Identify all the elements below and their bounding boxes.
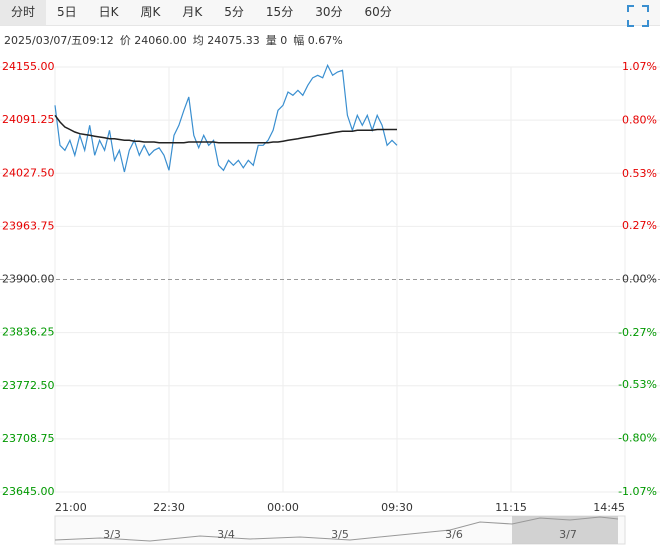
- info-item: 量 0: [265, 34, 288, 47]
- average-line: [54, 114, 397, 144]
- info-item: 幅 0.67%: [293, 34, 343, 47]
- y-tick-label: 23900.00: [2, 273, 55, 286]
- y-tick-label: 24027.50: [2, 166, 55, 179]
- tab[interactable]: 30分: [315, 5, 343, 19]
- y-tick-label: 24091.25: [2, 113, 55, 126]
- y-tick-label: 23645.00: [2, 485, 55, 498]
- y-tick-label: 23963.75: [2, 219, 55, 232]
- navigator-line: [54, 516, 619, 542]
- price-line: [54, 63, 398, 173]
- y2-tick-label: -0.27%: [618, 326, 657, 339]
- navigator-label: 3/3: [103, 528, 121, 541]
- tab[interactable]: 分时: [0, 0, 47, 25]
- x-tick-label: 00:00: [267, 501, 299, 514]
- y-tick-label: 23772.50: [2, 379, 55, 392]
- info-item: 2025/03/07/五09:12: [4, 34, 114, 47]
- y-tick-label: 23836.25: [2, 326, 55, 339]
- y-tick-label: 23708.75: [2, 432, 55, 445]
- x-tick-label: 11:15: [495, 501, 527, 514]
- y-tick-label: 24155.00: [2, 60, 55, 73]
- y2-tick-label: 1.07%: [622, 60, 657, 73]
- tab[interactable]: 日K: [98, 5, 119, 19]
- y2-tick-label: -0.80%: [618, 431, 657, 444]
- y2-tick-label: 0.53%: [622, 167, 657, 180]
- tab[interactable]: 5分: [224, 5, 244, 19]
- y2-tick-label: -0.53%: [618, 378, 657, 391]
- tab[interactable]: 15分: [265, 5, 294, 19]
- tab[interactable]: 月K: [182, 5, 203, 19]
- tab[interactable]: 5日: [57, 5, 77, 19]
- y2-tick-label: 0.27%: [622, 219, 657, 232]
- x-tick-label: 14:45: [593, 501, 625, 514]
- info-item: 均 24075.33: [192, 34, 260, 47]
- y2-tick-label: 0.80%: [622, 114, 657, 127]
- x-tick-label: 21:00: [55, 501, 87, 514]
- expand-icon[interactable]: [627, 5, 649, 27]
- tab[interactable]: 60分: [364, 5, 392, 19]
- tab[interactable]: 周K: [140, 5, 161, 19]
- y2-tick-label: 0.00%: [622, 273, 657, 286]
- x-tick-label: 22:30: [153, 501, 185, 514]
- info-bar: 2025/03/07/五09:12 价 24060.00 均 24075.33 量 0…: [4, 32, 349, 48]
- y2-tick-label: -1.07%: [618, 485, 657, 498]
- tab-bar: 分时 5日 日K 周K 月K 5分 15分 30分 60分: [0, 0, 660, 26]
- navigator-label: 3/7: [559, 528, 577, 541]
- navigator-label: 3/4: [217, 528, 235, 541]
- x-tick-label: 09:30: [381, 501, 413, 514]
- navigator-label: 3/6: [445, 528, 463, 541]
- navigator-label: 3/5: [331, 528, 349, 541]
- info-item: 价 24060.00: [119, 34, 187, 47]
